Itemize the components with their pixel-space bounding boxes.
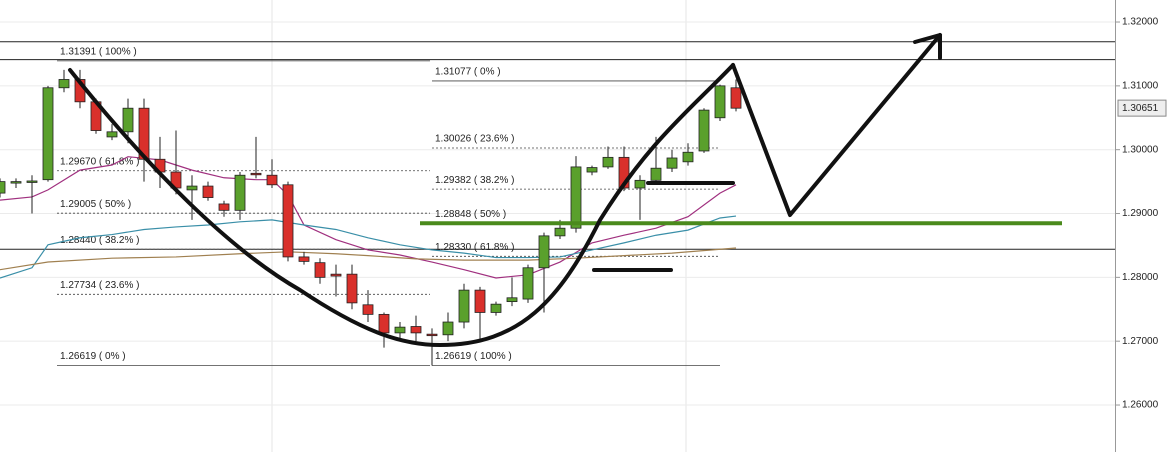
candle-body [426, 333, 438, 337]
fib-label: 1.26619 ( 100% ) [435, 351, 512, 362]
candle-body [378, 313, 390, 334]
candle-body [0, 181, 6, 194]
candle-body [266, 174, 278, 186]
fib-label: 1.28440 ( 38.2% ) [60, 235, 140, 246]
candle-body [26, 180, 38, 183]
candle-body [682, 151, 694, 163]
fib-label: 1.31077 ( 0% ) [435, 67, 501, 78]
fib-label: 1.28848 ( 50% ) [435, 209, 506, 220]
last-price-box [1117, 99, 1167, 117]
candle-body [666, 157, 678, 169]
y-tick-label: 1.28000 [1122, 272, 1159, 283]
candle-body [650, 167, 662, 181]
arrow-path [731, 33, 942, 217]
candle-body [410, 326, 422, 334]
candle-body [362, 304, 374, 315]
candle-body [474, 289, 486, 313]
candle-body [554, 227, 566, 237]
y-tick-label: 1.30000 [1122, 144, 1159, 155]
candle-body [602, 156, 614, 168]
candle-body [218, 203, 230, 211]
y-tick-label: 1.26000 [1122, 400, 1159, 411]
moving-average [0, 247, 737, 271]
candle-body [570, 166, 582, 229]
candle-body [618, 156, 630, 189]
fib-label: 1.31391 ( 100% ) [60, 47, 137, 58]
fib-label: 1.29005 ( 50% ) [60, 199, 131, 210]
candle-body [698, 109, 710, 152]
y-tick-label: 1.32000 [1122, 17, 1159, 28]
candle-body [490, 303, 502, 313]
candle-body [538, 235, 550, 269]
fib-label: 1.26619 ( 0% ) [60, 351, 126, 362]
candle-body [394, 326, 406, 334]
last-price-label: 1.30651 [1122, 103, 1159, 114]
candle-body [346, 273, 358, 304]
fib-label: 1.29382 ( 38.2% ) [435, 175, 515, 186]
candle-body [42, 87, 54, 181]
candle-body [10, 181, 22, 184]
candle-body [442, 321, 454, 336]
candle-body [634, 179, 646, 189]
candle-body [234, 174, 246, 211]
candle-body [282, 184, 294, 258]
candle-body [106, 131, 118, 138]
candle-body [522, 267, 534, 300]
candle-body [186, 185, 198, 191]
fib-label: 1.29670 ( 61.8% ) [60, 156, 140, 167]
candle-body [586, 167, 598, 173]
fib-label: 1.28330 ( 61.8% ) [435, 242, 515, 253]
arrow-head [913, 33, 942, 60]
candle-body [714, 85, 726, 119]
fib-label: 1.30026 ( 23.6% ) [435, 134, 515, 145]
y-tick-label: 1.31000 [1122, 80, 1159, 91]
candle-body [298, 256, 310, 262]
candle-body [122, 107, 134, 133]
candle-body [330, 273, 342, 277]
candle-body [458, 289, 470, 323]
candle-body [250, 172, 262, 176]
cup-curve [68, 63, 735, 347]
y-tick-label: 1.29000 [1122, 208, 1159, 219]
candle-body [506, 297, 518, 303]
moving-average [0, 215, 737, 279]
candle-body [58, 79, 70, 89]
candle-body [202, 185, 214, 198]
moving-average [0, 156, 737, 279]
fib-label: 1.27734 ( 23.6% ) [60, 280, 140, 291]
candle-body [314, 262, 326, 278]
y-tick-label: 1.27000 [1122, 336, 1159, 347]
candle-body [730, 87, 742, 109]
